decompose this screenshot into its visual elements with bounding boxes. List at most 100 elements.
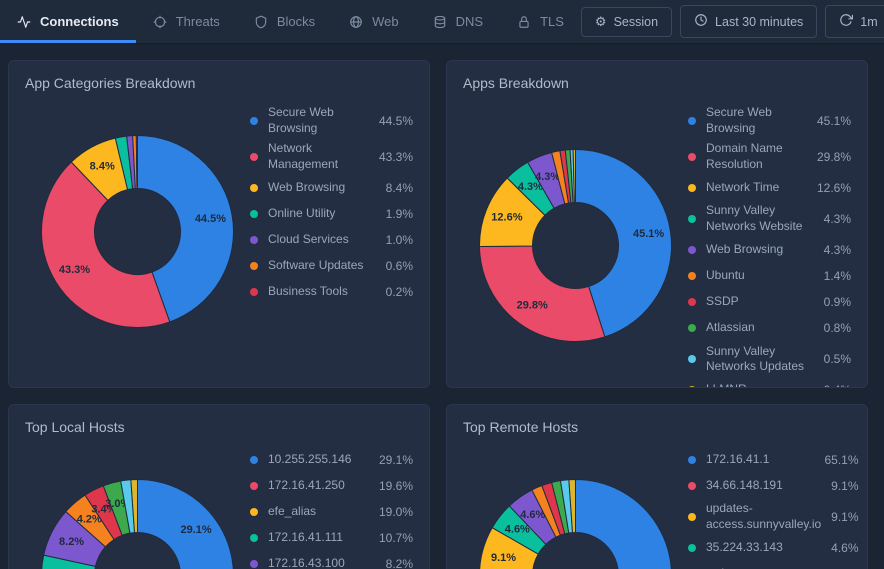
legend-row[interactable]: web 4.6% <box>688 563 859 569</box>
legend-row[interactable]: Secure Web Browsing 44.5% <box>250 105 413 136</box>
legend-label: 172.16.41.250 <box>268 477 345 492</box>
donut-slice[interactable] <box>130 478 138 533</box>
panel-top-local-hosts: Top Local Hosts 29.1% 19.6% 19.0% 10.7% 8.2%… <box>8 404 430 569</box>
tab-threats[interactable]: Threats <box>136 0 237 43</box>
donut-slice[interactable] <box>478 245 606 343</box>
legend-value: 8.2% <box>385 556 413 569</box>
donut-slice[interactable] <box>575 149 672 338</box>
donut-slice[interactable] <box>135 134 138 189</box>
legend-row[interactable]: efe_alias 19.0% <box>250 501 413 522</box>
legend-row[interactable]: 35.224.33.143 4.6% <box>688 537 859 558</box>
legend-dot <box>250 261 258 270</box>
slice-label: 4.2% <box>77 513 102 525</box>
donut-slice[interactable] <box>497 478 672 569</box>
legend-value: 0.4% <box>824 383 851 387</box>
donut-slice[interactable] <box>41 160 171 328</box>
slice-label: 44.5% <box>195 212 226 224</box>
legend-row[interactable]: Network Management 43.3% <box>250 141 413 172</box>
legend-row[interactable]: Web Browsing 8.4% <box>250 177 413 198</box>
legend-row[interactable]: LLMNR 0.4% <box>688 380 851 387</box>
database-icon <box>433 15 447 29</box>
legend-row[interactable]: updates-access.sunnyvalley.io 9.1% <box>688 501 859 532</box>
legend-row[interactable]: Ubuntu 1.4% <box>688 266 851 287</box>
legend-row[interactable]: 10.255.255.146 29.1% <box>250 449 413 470</box>
donut-chart: 44.5% 43.3% 8.4% <box>25 129 250 334</box>
lock-icon <box>517 15 531 29</box>
tab-connections[interactable]: Connections <box>0 0 136 43</box>
gear-icon: ⚙ <box>594 14 607 30</box>
legend-dot <box>250 481 258 490</box>
tab-tls[interactable]: TLS <box>500 0 581 43</box>
last-30-minutes-button[interactable]: Last 30 minutes <box>680 5 818 38</box>
legend-value: 29.1% <box>378 452 413 467</box>
slice-label: 4.3% <box>535 171 560 183</box>
legend-dot <box>688 152 696 161</box>
legend-row[interactable]: 172.16.41.111 10.7% <box>250 527 413 548</box>
legend-label: LLMNR <box>706 382 814 387</box>
legend-label: Software Updates <box>268 258 364 273</box>
legend-label: web <box>706 566 821 569</box>
legend-row[interactable]: 172.16.43.100 8.2% <box>250 553 413 569</box>
clock-icon <box>694 13 708 30</box>
slice-label: 8.4% <box>90 160 115 172</box>
legend-value: 29.8% <box>816 149 851 164</box>
legend-label: SSDP <box>706 294 739 309</box>
legend-label: Business Tools <box>268 284 348 299</box>
legend-dot <box>688 272 696 281</box>
legend-dot <box>688 386 696 387</box>
legend-row[interactable]: 34.66.148.191 9.1% <box>688 475 859 496</box>
legend-row[interactable]: SSDP 0.9% <box>688 292 851 313</box>
legend-row[interactable]: Software Updates 0.6% <box>250 255 413 276</box>
session-button[interactable]: ⚙ Session <box>580 6 673 37</box>
donut-slice[interactable] <box>568 478 576 533</box>
legend-row[interactable]: Web Browsing 4.3% <box>688 240 851 261</box>
legend-label: Network Time <box>706 180 780 195</box>
1m-button[interactable]: 1m <box>825 5 884 38</box>
legend-row[interactable]: Cloud Services 1.0% <box>250 229 413 250</box>
legend-row[interactable]: Secure Web Browsing 45.1% <box>688 105 851 136</box>
legend-dot <box>688 116 696 125</box>
legend-row[interactable]: Sunny Valley Networks Website 4.3% <box>688 203 851 234</box>
tab-web[interactable]: Web <box>332 0 416 43</box>
tab-dns[interactable]: DNS <box>416 0 500 43</box>
legend-row[interactable]: Domain Name Resolution 29.8% <box>688 141 851 172</box>
legend-row[interactable]: Online Utility 1.9% <box>250 203 413 224</box>
legend-row[interactable]: Sunny Valley Networks Updates 0.5% <box>688 344 851 375</box>
slice-label: 12.6% <box>491 212 522 224</box>
legend-value: 0.6% <box>385 258 413 273</box>
donut-slice[interactable] <box>137 134 234 323</box>
legend-row[interactable]: 172.16.41.1 65.1% <box>688 449 859 470</box>
donut-svg: 44.5% 43.3% 8.4% <box>41 134 234 328</box>
activity-icon <box>17 15 31 29</box>
legend-dot <box>688 324 696 333</box>
donut-slice[interactable] <box>572 149 576 204</box>
legend-dot <box>250 116 258 125</box>
panel-body: 29.1%19.6%19.0%10.7%8.2%4.2%3.4%3.0% 10.… <box>25 435 413 569</box>
legend-label: 34.66.148.191 <box>706 477 783 492</box>
legend-row[interactable]: Network Time 12.6% <box>688 177 851 198</box>
donut-slice[interactable] <box>137 478 234 569</box>
panel-apps-breakdown: Apps Breakdown 45.1% 29.8% 12.6% 4.3% 4.3% S… <box>446 60 868 388</box>
legend-value: 44.5% <box>378 113 413 128</box>
legend-value: 0.2% <box>385 284 413 299</box>
dashboard-grid: App Categories Breakdown 44.5% 43.3% 8.4% … <box>8 60 868 569</box>
legend-label: Domain Name Resolution <box>706 141 783 171</box>
legend-dot <box>688 543 696 552</box>
legend-row[interactable]: Business Tools 0.2% <box>250 281 413 302</box>
tab-label: Threats <box>175 14 220 29</box>
slice-label: 8.2% <box>59 535 84 547</box>
legend-label: Online Utility <box>268 206 336 221</box>
legend-value: 12.6% <box>816 180 851 195</box>
legend-row[interactable]: 172.16.41.250 19.6% <box>250 475 413 496</box>
legend-label: Sunny Valley Networks Updates <box>706 343 805 374</box>
tab-label: Blocks <box>276 14 316 29</box>
legend-value: 19.0% <box>378 504 413 519</box>
panel-body: 44.5% 43.3% 8.4% Secure Web Browsing 44.5% N… <box>25 91 413 371</box>
legend-row[interactable]: Atlassian 0.8% <box>688 318 851 339</box>
legend-value: 1.9% <box>385 206 413 221</box>
slice-label: 9.1% <box>491 552 516 564</box>
legend-dot <box>688 214 696 223</box>
tab-blocks[interactable]: Blocks <box>237 0 332 43</box>
button-label: Last 30 minutes <box>715 14 804 29</box>
legend-label: Web Browsing <box>268 180 346 195</box>
